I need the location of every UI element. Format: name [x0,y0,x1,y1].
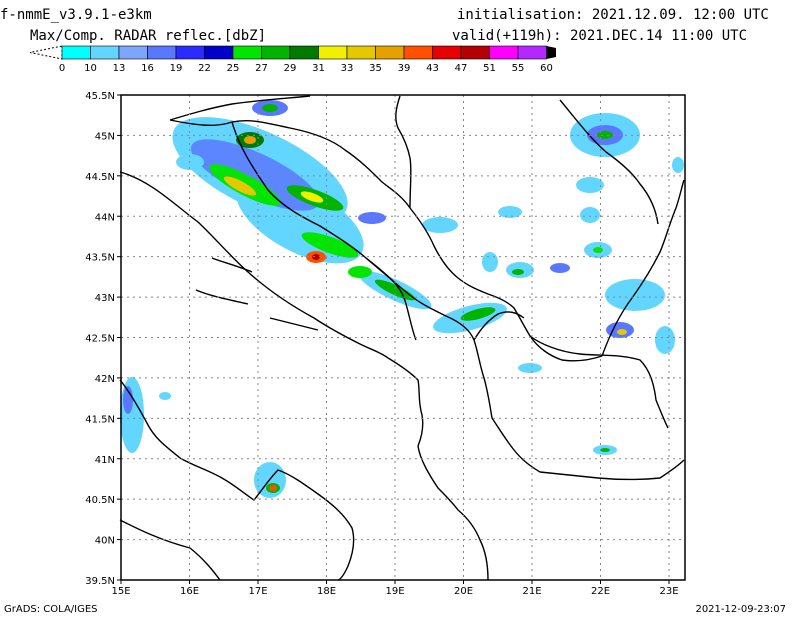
latitude-label: 45N [95,131,115,142]
colorbar-swatch [289,45,319,60]
albania-border [473,339,541,473]
colorbar-swatch [90,45,120,60]
colorbar-low-arrow [29,45,63,60]
longitude-label: 21E [522,586,541,597]
colorbar-swatch [61,45,91,60]
longitude-label: 16E [180,586,199,597]
colorbar-swatch [204,45,234,60]
colorbar-swatch [232,45,262,60]
longitude-label: 18E [317,586,336,597]
latitude-label: 43N [95,293,115,304]
latitude-label: 41.5N [85,414,115,425]
hungary-border [169,95,311,121]
longitude-label: 17E [248,586,267,597]
colorbar-swatch [403,45,433,60]
longitude-label: 19E [385,586,404,597]
bulgaria-border [601,179,685,357]
colorbar-tick-label: 16 [141,63,154,74]
bosnia-border [231,121,417,341]
colorbar-tick-label: 55 [512,63,525,74]
montenegro-border [365,257,475,341]
adriatic-islands [195,257,319,331]
adriatic-coast-east [119,171,489,581]
colorbar-tick-label: 43 [426,63,439,74]
latitude-label: 44N [95,212,115,223]
echo-cluster-east [518,113,684,455]
latitude-labels: 45.5N 45N 44.5N 44N 43.5N 43N 42.5N 42N 41.5N 41N… [85,91,121,587]
colorbar-tick-label: 35 [369,63,382,74]
echo-band-bosnia [172,100,432,310]
colorbar-swatch [261,45,291,60]
coastlines-borders [119,95,685,581]
echo-cluster-italy [120,377,286,498]
colorbar-high-arrow [546,46,556,59]
colorbar-tick-label: 13 [113,63,126,74]
colorbar-swatch [489,45,519,60]
echo-cluster-serbia [422,206,570,334]
map-frame: 45.5N 45N 44.5N 44N 43.5N 43N 42.5N 42N 41.5N 41N… [85,91,686,597]
longitude-label: 20E [454,586,473,597]
colorbar-swatch [118,45,148,60]
valid-time: valid(+119h): 2021.DEC.14 11:00 UTC [452,28,748,44]
colorbar-tick-label: 51 [483,63,496,74]
romania-border [559,99,659,225]
colorbar-swatch [432,45,462,60]
colorbar-tick-label: 39 [398,63,411,74]
colorbar-swatch [375,45,405,60]
colorbar-tick-label: 47 [455,63,468,74]
macedonia-border [529,335,669,429]
colorbar-swatch [460,45,490,60]
grads-credit: GrADS: COLA/IGES [4,604,98,615]
colorbar-tick-label: 29 [284,63,297,74]
latitude-label: 41N [95,455,115,466]
colorbar-tick-label: 19 [170,63,183,74]
longitude-labels: 15E 16E 17E 18E 19E 20E 21E 22E 23E [111,580,679,597]
colorbar-swatch [318,45,348,60]
italy-coast [119,379,355,581]
colorbar-tick-label: 0 [59,63,65,74]
serbia-border [409,207,603,362]
colorbar-tick-label: 22 [198,63,211,74]
latitude-label: 39.5N [85,576,115,587]
latitude-label: 44.5N [85,172,115,183]
latitude-label: 40N [95,536,115,547]
kosovo-border [473,311,525,341]
longitude-label: 15E [111,586,130,597]
longitude-label: 23E [659,586,678,597]
longitude-label: 22E [591,586,610,597]
initialisation-time: initialisation: 2021.12.09. 12:00 UTC [457,7,769,23]
latitude-label: 43.5N [85,253,115,264]
colorbar-legend: 0 10 13 16 19 22 25 27 29 31 33 35 39 43 47 51 55 60 [29,45,556,74]
colorbar-swatch [147,45,177,60]
colorbar-tick-label: 25 [227,63,240,74]
colorbar-swatch [346,45,376,60]
model-title: f-nmmE_v3.9.1-e3km [0,7,152,23]
map-area: 45.5N 45N 44.5N 44N 43.5N 43N 42.5N 42N 41.5N 41N… [0,80,800,618]
reflectivity-echoes [120,100,684,498]
colorbar-swatch [517,45,547,60]
latitude-label: 42N [95,374,115,385]
field-title: Max/Comp. RADAR reflec.[dbZ] [30,28,267,44]
lat-lon-grid [121,95,685,580]
latitude-label: 40.5N [85,495,115,506]
colorbar-tick-label: 31 [312,63,325,74]
colorbar-tick-label: 10 [84,63,97,74]
latitude-label: 42.5N [85,334,115,345]
colorbar-swatch [175,45,205,60]
colorbar-tick-label: 60 [540,63,553,74]
danube-border [395,95,412,209]
colorbar-tick-label: 27 [255,63,268,74]
render-timestamp: 2021-12-09-23:07 [695,604,786,615]
italy-west-coast [119,519,221,581]
colorbar-tick-label: 33 [341,63,354,74]
croatia-border [169,119,411,209]
greece-border [539,459,685,481]
latitude-label: 45.5N [85,91,115,102]
